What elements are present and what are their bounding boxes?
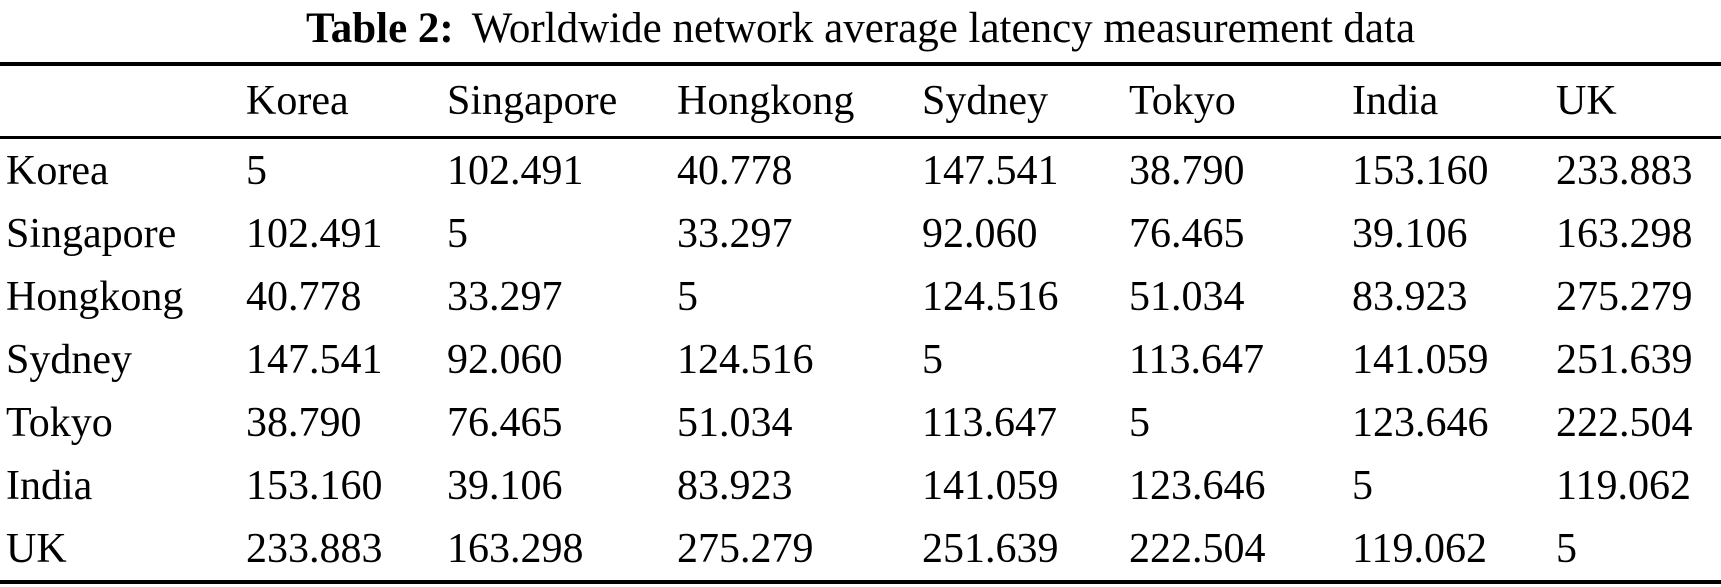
latency-table: Korea Singapore Hongkong Sydney Tokyo In… — [0, 62, 1721, 584]
cell: 33.297 — [447, 273, 563, 320]
cell: 113.647 — [1129, 336, 1264, 383]
cell: 83.923 — [1352, 273, 1468, 320]
cell: 124.516 — [677, 336, 814, 383]
table-row-hongkong: Hongkong 40.778 33.297 5 124.516 51.034 … — [0, 265, 1721, 328]
cell: 275.279 — [677, 525, 814, 572]
column-header-uk: UK — [1556, 64, 1721, 139]
cell: 39.106 — [447, 462, 563, 509]
column-header-korea: Korea — [246, 64, 447, 139]
cell: 76.465 — [447, 399, 563, 446]
cell: 141.059 — [1352, 336, 1489, 383]
cell: 119.062 — [1556, 462, 1691, 509]
row-label: Hongkong — [6, 273, 184, 320]
column-header-singapore: Singapore — [447, 64, 677, 139]
cell: 5 — [1352, 462, 1373, 509]
cell: 222.504 — [1556, 399, 1693, 446]
cell: 33.297 — [677, 210, 793, 257]
column-header-hongkong: Hongkong — [677, 64, 922, 139]
cell: 83.923 — [677, 462, 793, 509]
cell: 123.646 — [1129, 462, 1266, 509]
cell: 222.504 — [1129, 525, 1266, 572]
cell: 40.778 — [677, 147, 793, 194]
cell: 153.160 — [1352, 147, 1489, 194]
cell: 38.790 — [1129, 147, 1245, 194]
column-header-tokyo: Tokyo — [1129, 64, 1352, 139]
cell: 147.541 — [922, 147, 1059, 194]
cell: 124.516 — [922, 273, 1059, 320]
cell: 233.883 — [1556, 147, 1693, 194]
table-row-singapore: Singapore 102.491 5 33.297 92.060 76.465… — [0, 202, 1721, 265]
cell: 76.465 — [1129, 210, 1245, 257]
caption-text: Worldwide network average latency measur… — [471, 5, 1416, 52]
cell: 92.060 — [922, 210, 1038, 257]
caption-label: Table 2: — [305, 5, 454, 52]
corner-cell — [0, 64, 246, 139]
row-label: Tokyo — [6, 399, 113, 446]
cell: 163.298 — [1556, 210, 1693, 257]
table-row-india: India 153.160 39.106 83.923 141.059 123.… — [0, 454, 1721, 517]
cell: 39.106 — [1352, 210, 1468, 257]
cell: 51.034 — [677, 399, 793, 446]
column-header-sydney: Sydney — [922, 64, 1129, 139]
table-caption: Table 2: Worldwide network average latenc… — [0, 0, 1721, 62]
cell: 275.279 — [1556, 273, 1693, 320]
row-label: UK — [6, 525, 67, 572]
cell: 51.034 — [1129, 273, 1245, 320]
column-header-india: India — [1352, 64, 1556, 139]
table-row-tokyo: Tokyo 38.790 76.465 51.034 113.647 5 123… — [0, 391, 1721, 454]
cell: 141.059 — [922, 462, 1059, 509]
table-row-korea: Korea 5 102.491 40.778 147.541 38.790 15… — [0, 138, 1721, 203]
cell: 5 — [246, 147, 267, 194]
cell: 113.647 — [922, 399, 1057, 446]
cell: 5 — [1129, 399, 1150, 446]
cell: 5 — [922, 336, 943, 383]
cell: 119.062 — [1352, 525, 1487, 572]
row-label: Singapore — [6, 210, 177, 257]
cell: 251.639 — [922, 525, 1059, 572]
cell: 5 — [677, 273, 698, 320]
header-row: Korea Singapore Hongkong Sydney Tokyo In… — [0, 64, 1721, 139]
row-label: Korea — [6, 147, 109, 194]
table-row-uk: UK 233.883 163.298 275.279 251.639 222.5… — [0, 517, 1721, 582]
row-label: India — [6, 462, 93, 509]
cell: 5 — [1556, 525, 1577, 572]
cell: 92.060 — [447, 336, 563, 383]
cell: 147.541 — [246, 336, 383, 383]
row-label: Sydney — [6, 336, 132, 383]
cell: 102.491 — [447, 147, 584, 194]
table-row-sydney: Sydney 147.541 92.060 124.516 5 113.647 … — [0, 328, 1721, 391]
cell: 251.639 — [1556, 336, 1693, 383]
cell: 38.790 — [246, 399, 362, 446]
cell: 233.883 — [246, 525, 383, 572]
cell: 102.491 — [246, 210, 383, 257]
cell: 163.298 — [447, 525, 584, 572]
cell: 153.160 — [246, 462, 383, 509]
cell: 123.646 — [1352, 399, 1489, 446]
cell: 5 — [447, 210, 468, 257]
cell: 40.778 — [246, 273, 362, 320]
